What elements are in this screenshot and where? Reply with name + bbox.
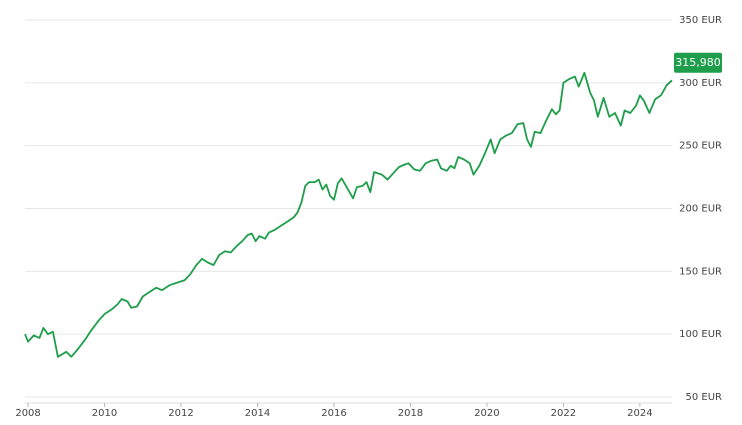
value-label: 315,980 — [675, 56, 721, 69]
x-tick-label: 2012 — [168, 408, 193, 419]
x-tick-label: 2018 — [398, 408, 423, 419]
x-tick-label: 2022 — [551, 408, 576, 419]
y-tick-label: 150 EUR — [679, 266, 722, 277]
x-tick-label: 2010 — [92, 408, 117, 419]
line — [24, 71, 673, 358]
x-tick-label: 2024 — [627, 408, 652, 419]
y-tick-label: 100 EUR — [679, 329, 722, 340]
x-tick-label: 2020 — [474, 408, 499, 419]
value-badge — [674, 52, 722, 73]
y-tick-label: 250 EUR — [679, 141, 722, 152]
x-tick-label: 2008 — [15, 408, 40, 419]
x-tick-label: 2014 — [245, 408, 270, 419]
x-tick-label: 2016 — [321, 408, 346, 419]
y-tick-label: 300 EUR — [679, 78, 722, 89]
y-tick-label: 50 EUR — [686, 392, 723, 403]
y-tick-label: 350 EUR — [679, 15, 722, 26]
y-tick-label: 200 EUR — [679, 204, 722, 215]
